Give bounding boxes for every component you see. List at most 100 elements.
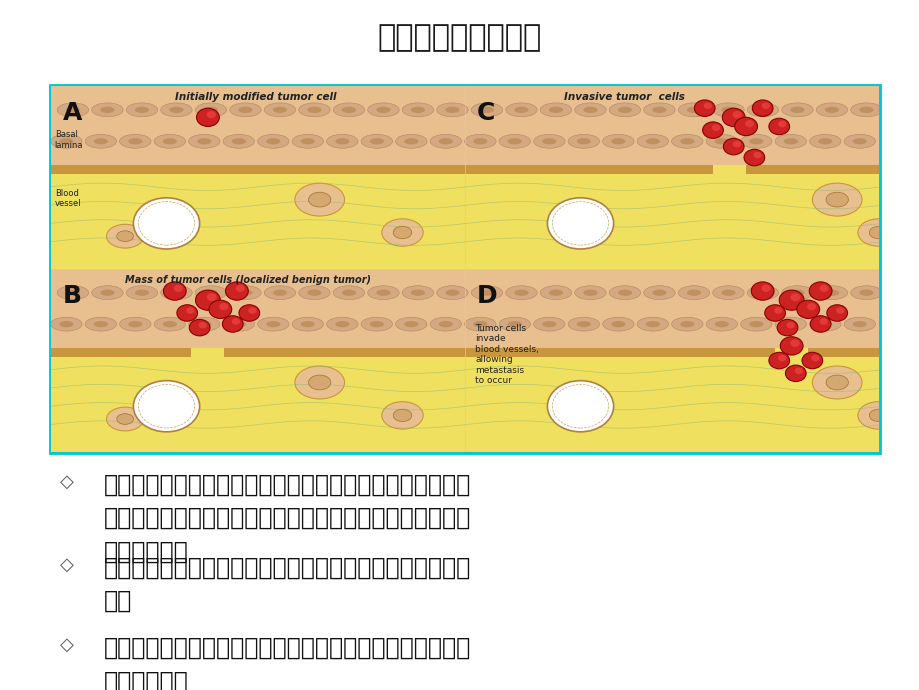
Circle shape (411, 107, 425, 113)
Circle shape (307, 290, 321, 296)
Circle shape (549, 290, 562, 296)
Ellipse shape (207, 293, 216, 302)
Circle shape (368, 286, 399, 299)
Circle shape (498, 135, 530, 148)
Circle shape (430, 317, 461, 331)
Circle shape (852, 138, 866, 144)
Circle shape (679, 138, 694, 144)
Circle shape (264, 103, 295, 117)
Ellipse shape (189, 319, 210, 336)
Ellipse shape (768, 118, 789, 135)
Circle shape (445, 107, 459, 113)
Ellipse shape (196, 290, 221, 310)
Circle shape (335, 321, 349, 327)
Circle shape (161, 286, 192, 299)
Circle shape (264, 286, 295, 299)
Bar (51, 86, 878, 452)
Ellipse shape (294, 366, 344, 399)
Ellipse shape (721, 108, 744, 126)
Circle shape (549, 107, 562, 113)
Circle shape (301, 321, 314, 327)
Circle shape (169, 107, 183, 113)
Circle shape (92, 286, 123, 299)
Circle shape (714, 138, 728, 144)
Circle shape (223, 135, 255, 148)
Ellipse shape (777, 355, 786, 362)
Circle shape (645, 138, 659, 144)
Circle shape (608, 286, 640, 299)
Ellipse shape (744, 120, 754, 128)
Circle shape (403, 321, 418, 327)
Circle shape (85, 317, 117, 331)
Ellipse shape (777, 319, 797, 336)
Circle shape (57, 286, 88, 299)
Ellipse shape (825, 193, 847, 207)
Ellipse shape (209, 300, 232, 319)
Circle shape (817, 321, 832, 327)
Circle shape (51, 135, 82, 148)
Circle shape (706, 317, 737, 331)
Circle shape (472, 321, 487, 327)
Circle shape (342, 290, 356, 296)
Circle shape (539, 286, 571, 299)
Circle shape (789, 107, 803, 113)
Circle shape (852, 321, 866, 327)
Circle shape (568, 317, 599, 331)
Bar (464, 165, 712, 174)
Circle shape (195, 286, 226, 299)
Circle shape (437, 103, 468, 117)
Ellipse shape (732, 111, 741, 118)
Circle shape (94, 138, 108, 144)
Circle shape (686, 107, 700, 113)
Circle shape (266, 321, 280, 327)
Circle shape (238, 107, 252, 113)
Circle shape (789, 290, 803, 296)
Circle shape (163, 138, 176, 144)
Ellipse shape (764, 305, 785, 322)
Circle shape (361, 317, 392, 331)
Text: 转移的肿瘤细胞在原灶外存活和增殖，这是癌症对人类生命
的最大威胁。: 转移的肿瘤细胞在原灶外存活和增殖，这是癌症对人类生命 的最大威胁。 (104, 636, 471, 690)
Circle shape (844, 135, 875, 148)
Text: Mass of tumor cells (localized benign tumor): Mass of tumor cells (localized benign tu… (125, 275, 370, 284)
Circle shape (232, 321, 245, 327)
Ellipse shape (819, 318, 827, 325)
Ellipse shape (768, 353, 789, 368)
Bar (51, 269, 464, 348)
Circle shape (128, 321, 142, 327)
Ellipse shape (107, 407, 143, 431)
Circle shape (292, 135, 323, 148)
Circle shape (539, 103, 571, 117)
Circle shape (100, 290, 114, 296)
Circle shape (223, 317, 255, 331)
Ellipse shape (703, 102, 711, 109)
Ellipse shape (786, 322, 794, 328)
Bar (464, 86, 878, 165)
Ellipse shape (732, 141, 740, 148)
Circle shape (471, 103, 502, 117)
Circle shape (59, 321, 74, 327)
Circle shape (326, 135, 357, 148)
Circle shape (809, 135, 840, 148)
Text: Tumor cells
invade
blood vessels,
allowing
metastasis
to occur: Tumor cells invade blood vessels, allowi… (475, 324, 539, 385)
Circle shape (652, 107, 665, 113)
Circle shape (299, 286, 330, 299)
Circle shape (712, 103, 743, 117)
Circle shape (817, 138, 832, 144)
Circle shape (333, 103, 364, 117)
Ellipse shape (761, 102, 769, 109)
Ellipse shape (248, 307, 256, 314)
Circle shape (169, 290, 183, 296)
Circle shape (161, 103, 192, 117)
Ellipse shape (779, 337, 802, 355)
Text: C: C (477, 101, 494, 125)
Circle shape (748, 138, 763, 144)
Circle shape (637, 135, 668, 148)
Circle shape (774, 317, 806, 331)
Circle shape (677, 286, 709, 299)
Circle shape (197, 138, 211, 144)
Circle shape (335, 138, 349, 144)
Circle shape (610, 138, 625, 144)
Ellipse shape (819, 285, 828, 292)
Circle shape (230, 103, 261, 117)
Circle shape (135, 107, 149, 113)
